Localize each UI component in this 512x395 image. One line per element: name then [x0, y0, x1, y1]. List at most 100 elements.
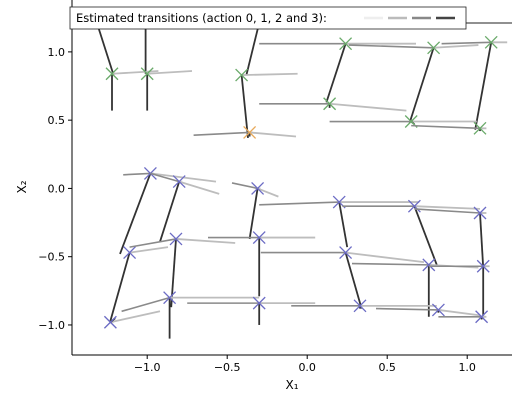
- state-marker-g2-s11: [473, 206, 487, 220]
- state-marker-g0-s7: [427, 41, 441, 55]
- state-marker-stroke: [339, 246, 353, 260]
- state-marker-stroke: [476, 259, 490, 273]
- legend-box: [69, 6, 467, 30]
- state-marker-stroke: [252, 296, 266, 310]
- transition-a2-g2-s2: [231, 182, 258, 190]
- state-marker-g2-s15: [353, 299, 367, 313]
- transition-a2-g0-s7: [348, 44, 434, 49]
- transition-a3-g2-s3: [109, 252, 131, 322]
- transition-a3-g2-s11: [479, 212, 485, 268]
- transition-a2-g2-s11: [414, 208, 481, 214]
- state-marker-stroke: [235, 68, 249, 82]
- y-tick-label: 1.0: [48, 46, 66, 59]
- state-marker-g2-s16: [431, 303, 445, 317]
- transition-a1-g2-s12: [345, 251, 425, 264]
- transition-a1-g2-s16: [438, 309, 481, 317]
- state-marker-stroke: [103, 315, 117, 329]
- transition-a2-g1-s0: [193, 131, 250, 136]
- state-marker-g2-s12: [339, 246, 353, 260]
- x-tick-label: −1.0: [134, 361, 161, 374]
- transition-a1-g0-s5: [241, 72, 298, 76]
- state-marker-stroke: [353, 299, 367, 313]
- transition-a3-g0-s8: [474, 42, 493, 130]
- state-marker-stroke: [163, 291, 177, 305]
- transition-a2-g2-s7: [121, 296, 170, 313]
- state-marker-stroke: [475, 310, 489, 324]
- state-marker-g2-s8: [252, 296, 266, 310]
- transition-a1-g0-s9: [329, 102, 407, 112]
- transition-a3-g0-s5: [240, 75, 249, 138]
- state-marker-g0-s3: [105, 67, 119, 81]
- y-tick-label: −1.0: [38, 319, 65, 332]
- state-marker-stroke: [169, 232, 183, 246]
- state-marker-g0-s11: [473, 121, 487, 135]
- state-marker-g2-s7: [163, 291, 177, 305]
- transition-a3-g2-s10: [413, 205, 438, 266]
- state-marker-g2-s10: [407, 199, 421, 213]
- legend-swatches: [364, 16, 512, 24]
- state-marker-g0-s4: [140, 67, 154, 81]
- state-marker-stroke: [422, 258, 436, 272]
- y-tick-label: 0.0: [48, 182, 66, 195]
- state-marker-g2-s14: [476, 259, 490, 273]
- transition-a2-g2-s1: [150, 172, 180, 183]
- state-marker-stroke: [473, 121, 487, 135]
- state-marker-stroke: [105, 67, 119, 81]
- transition-a2-g0-s11: [411, 124, 481, 130]
- transition-a2-g2-s13: [351, 262, 429, 266]
- state-marker-stroke: [243, 125, 257, 139]
- transition-a2-g2-s16: [375, 307, 439, 311]
- ticks: −1.0 −0.5 0.0 0.5 1.0 −1.0 −0.5 0.0 0.5 1.0: [38, 46, 476, 374]
- state-marker-g2-s1: [172, 175, 186, 189]
- state-marker-g0-s9: [323, 97, 337, 111]
- transition-a1-g0-s3: [111, 70, 159, 75]
- transition-a1-g2-s6: [110, 310, 161, 324]
- transition-a1-g0-s7: [433, 44, 479, 49]
- state-marker-g0-s5: [235, 68, 249, 82]
- transition-a3-g2-s1: [159, 181, 181, 242]
- state-marker-stroke: [332, 195, 346, 209]
- transition-a1-g2-s3: [129, 246, 169, 254]
- axes: [71, 0, 512, 356]
- x-tick-label: 0.5: [378, 361, 396, 374]
- transition-a1-g0-s4: [147, 70, 193, 75]
- state-marker-g2-s17: [475, 310, 489, 324]
- state-marker-g2-s4: [169, 232, 183, 246]
- x-tick-label: 0.0: [298, 361, 316, 374]
- state-marker-stroke: [252, 231, 266, 245]
- transition-a2-g0-s8: [441, 41, 492, 45]
- state-marker-stroke: [407, 199, 421, 213]
- transition-a1-g2-s2: [257, 187, 279, 198]
- state-marker-g2-s2: [251, 181, 265, 195]
- state-marker-stroke: [473, 206, 487, 220]
- state-marker-stroke: [172, 175, 186, 189]
- transition-a3-g2-s12: [344, 252, 363, 309]
- transition-a1-g2-s10: [414, 205, 481, 210]
- state-marker-stroke: [251, 181, 265, 195]
- x-tick-label: −0.5: [214, 361, 241, 374]
- transition-a3-g2-s2: [248, 188, 259, 240]
- transition-a3-g0-s7: [408, 47, 435, 124]
- state-marker-g2-s3: [123, 246, 137, 260]
- y-tick-label: 0.5: [48, 114, 66, 127]
- state-marker-stroke: [431, 303, 445, 317]
- transition-a2-g2-s0: [123, 172, 151, 176]
- transition-a1-g1-s0: [249, 131, 297, 138]
- legend-text: Estimated transitions (action 0, 1, 2 an…: [76, 11, 327, 25]
- state-marker-stroke: [123, 246, 137, 260]
- state-marker-stroke: [339, 37, 353, 51]
- y-axis-label: X₂: [15, 180, 29, 193]
- state-marker-g2-s13: [422, 258, 436, 272]
- transition-a2-g2-s9: [259, 201, 340, 206]
- state-marker-g1-s0: [243, 125, 257, 139]
- transition-a2-g2-s4: [129, 238, 177, 248]
- transition-a3-g2-s9: [338, 201, 349, 248]
- y-tick-label: −0.5: [38, 251, 65, 264]
- x-axis-label: X₁: [285, 378, 298, 392]
- state-marker-stroke: [404, 115, 418, 128]
- x-tick-label: 1.0: [458, 361, 476, 374]
- state-marker-g0-s8: [484, 35, 498, 49]
- transition-a1-g2-s1: [178, 180, 220, 195]
- transition-a3-g2-s0: [119, 173, 152, 255]
